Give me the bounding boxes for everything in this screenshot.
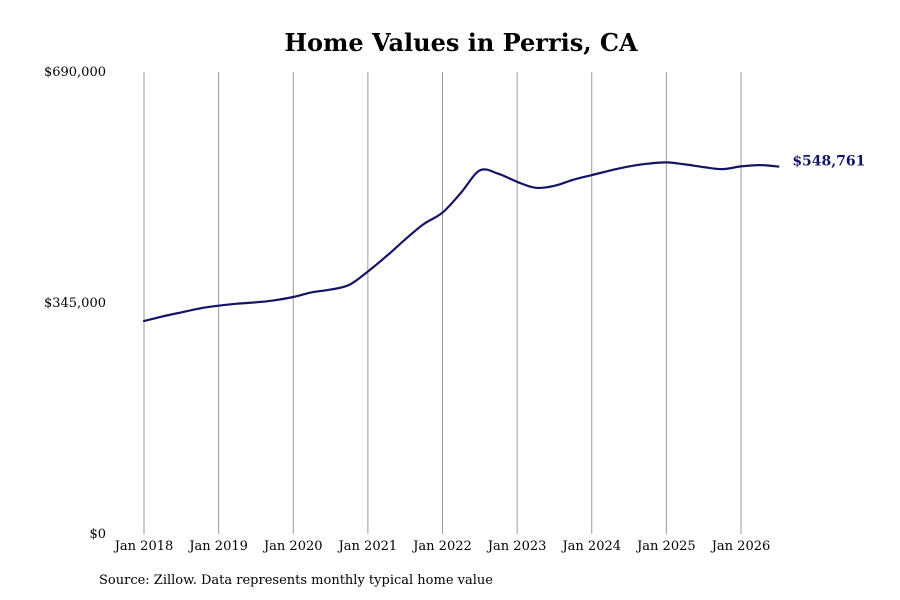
y-tick-label: $0	[89, 527, 106, 542]
x-tick-label: Jan 2018	[113, 539, 174, 554]
x-tick-label: Jan 2022	[411, 539, 472, 554]
x-tick-label: Jan 2025	[635, 539, 696, 554]
x-tick-label: Jan 2026	[710, 539, 771, 554]
y-tick-label: $345,000	[44, 296, 106, 311]
vertical-gridlines	[143, 72, 742, 534]
x-tick-label: Jan 2019	[187, 539, 248, 554]
x-tick-label: Jan 2023	[486, 539, 547, 554]
x-axis-ticks: Jan 2018 Jan 2019 Jan 2020 Jan 2021 Jan 2022…	[113, 539, 771, 554]
y-tick-label: $690,000	[44, 65, 106, 80]
x-tick-label: Jan 2021	[337, 539, 398, 554]
x-tick-label: Jan 2024	[560, 539, 621, 554]
y-axis-ticks: $0 $345,000 $690,000	[44, 65, 106, 542]
source-note: Source: Zillow. Data represents monthly …	[99, 573, 493, 588]
series-line	[142, 161, 780, 323]
end-value-label: $548,761	[792, 154, 865, 170]
x-tick-label: Jan 2020	[262, 539, 323, 554]
chart-title: Home Values in Perris, CA	[284, 28, 638, 57]
